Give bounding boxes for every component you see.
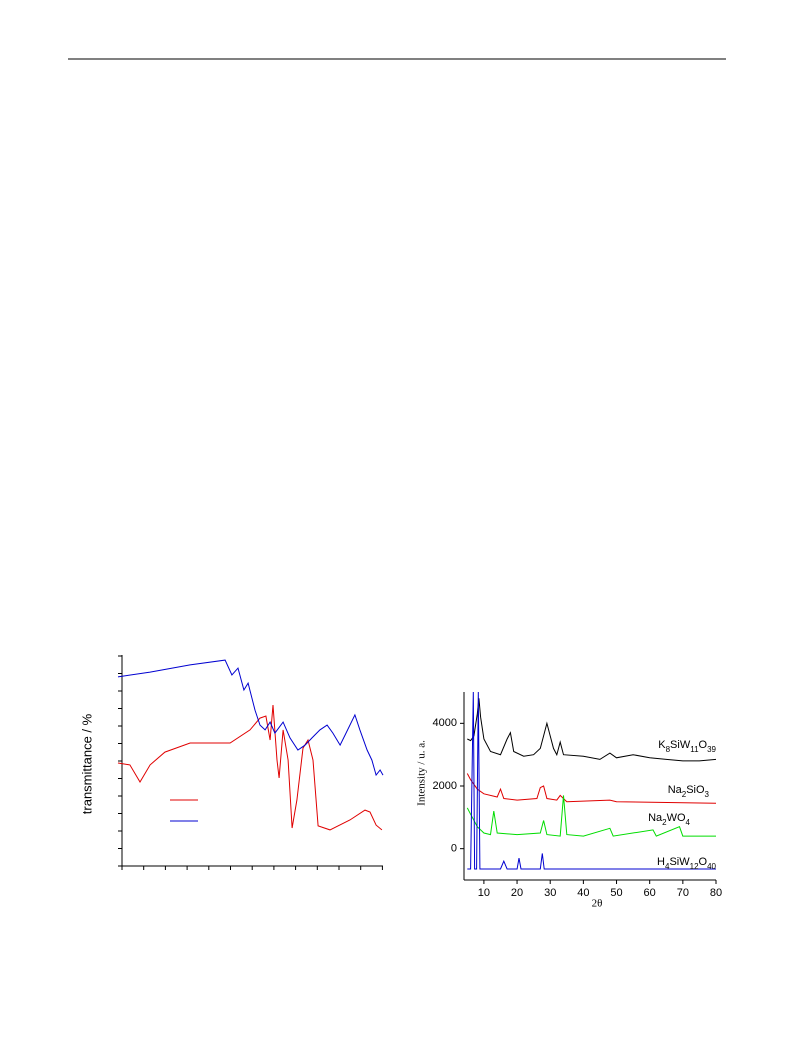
x-tick-label: 10 <box>478 887 490 899</box>
x-tick-label: 80 <box>710 887 722 899</box>
series-line <box>466 773 717 804</box>
series-line <box>467 691 716 870</box>
x-tick-label: 70 <box>677 887 689 899</box>
ir-frame <box>122 655 383 866</box>
x-tick-label: 60 <box>644 887 656 899</box>
series-line <box>467 698 717 762</box>
y-tick-label: 0 <box>451 843 457 855</box>
x-tick-label: 50 <box>610 887 622 899</box>
y-axis-label: Intensity / u. a. <box>416 740 428 806</box>
series-label: H4SiW12O40 <box>657 856 716 871</box>
x-axis-label: 2θ <box>592 898 603 910</box>
y-tick-label: 4000 <box>433 717 457 729</box>
series-line <box>117 659 384 777</box>
series-line <box>117 704 383 831</box>
x-tick-label: 30 <box>544 887 556 899</box>
series-label: Na2SiO3 <box>668 784 710 799</box>
x-tick-label: 40 <box>577 887 589 899</box>
series-label: Na2WO4 <box>648 812 690 827</box>
series-line <box>466 795 716 837</box>
y-tick-label: 2000 <box>433 780 457 792</box>
series-label: K8SiW11O39 <box>658 739 716 754</box>
x-tick-label: 20 <box>511 887 523 899</box>
y-axis-label: transmittance / % <box>79 713 94 814</box>
